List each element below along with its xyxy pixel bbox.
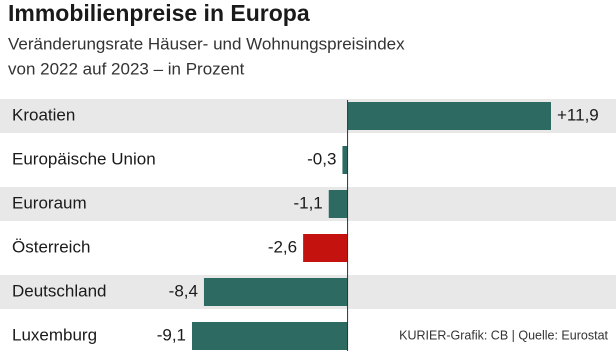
value-label: -8,4 (169, 281, 198, 300)
category-label: Euroraum (12, 193, 87, 212)
bar (347, 102, 551, 130)
source-note: KURIER-Grafik: CB | Quelle: Eurostat (399, 328, 608, 342)
category-label: Österreich (12, 237, 90, 256)
bar (342, 146, 348, 174)
value-label: -0,3 (307, 149, 336, 168)
value-label: -9,1 (157, 325, 186, 344)
row-band (0, 187, 616, 221)
bar (203, 278, 348, 306)
bar (328, 190, 348, 218)
category-label: Europäische Union (12, 149, 156, 168)
value-label: -1,1 (293, 193, 322, 212)
category-label: Kroatien (12, 105, 75, 124)
bar (303, 234, 348, 262)
category-label: Luxemburg (12, 325, 97, 344)
value-label: -2,6 (268, 237, 297, 256)
category-label: Deutschland (12, 281, 107, 300)
chart-title: Immobilienpreise in Europa (8, 0, 310, 26)
chart-subtitle: Veränderungsrate Häuser- und Wohnungspre… (8, 34, 405, 53)
value-label: +11,9 (557, 105, 599, 124)
chart-subtitle: von 2022 auf 2023 – in Prozent (8, 59, 245, 78)
bar (192, 322, 348, 350)
